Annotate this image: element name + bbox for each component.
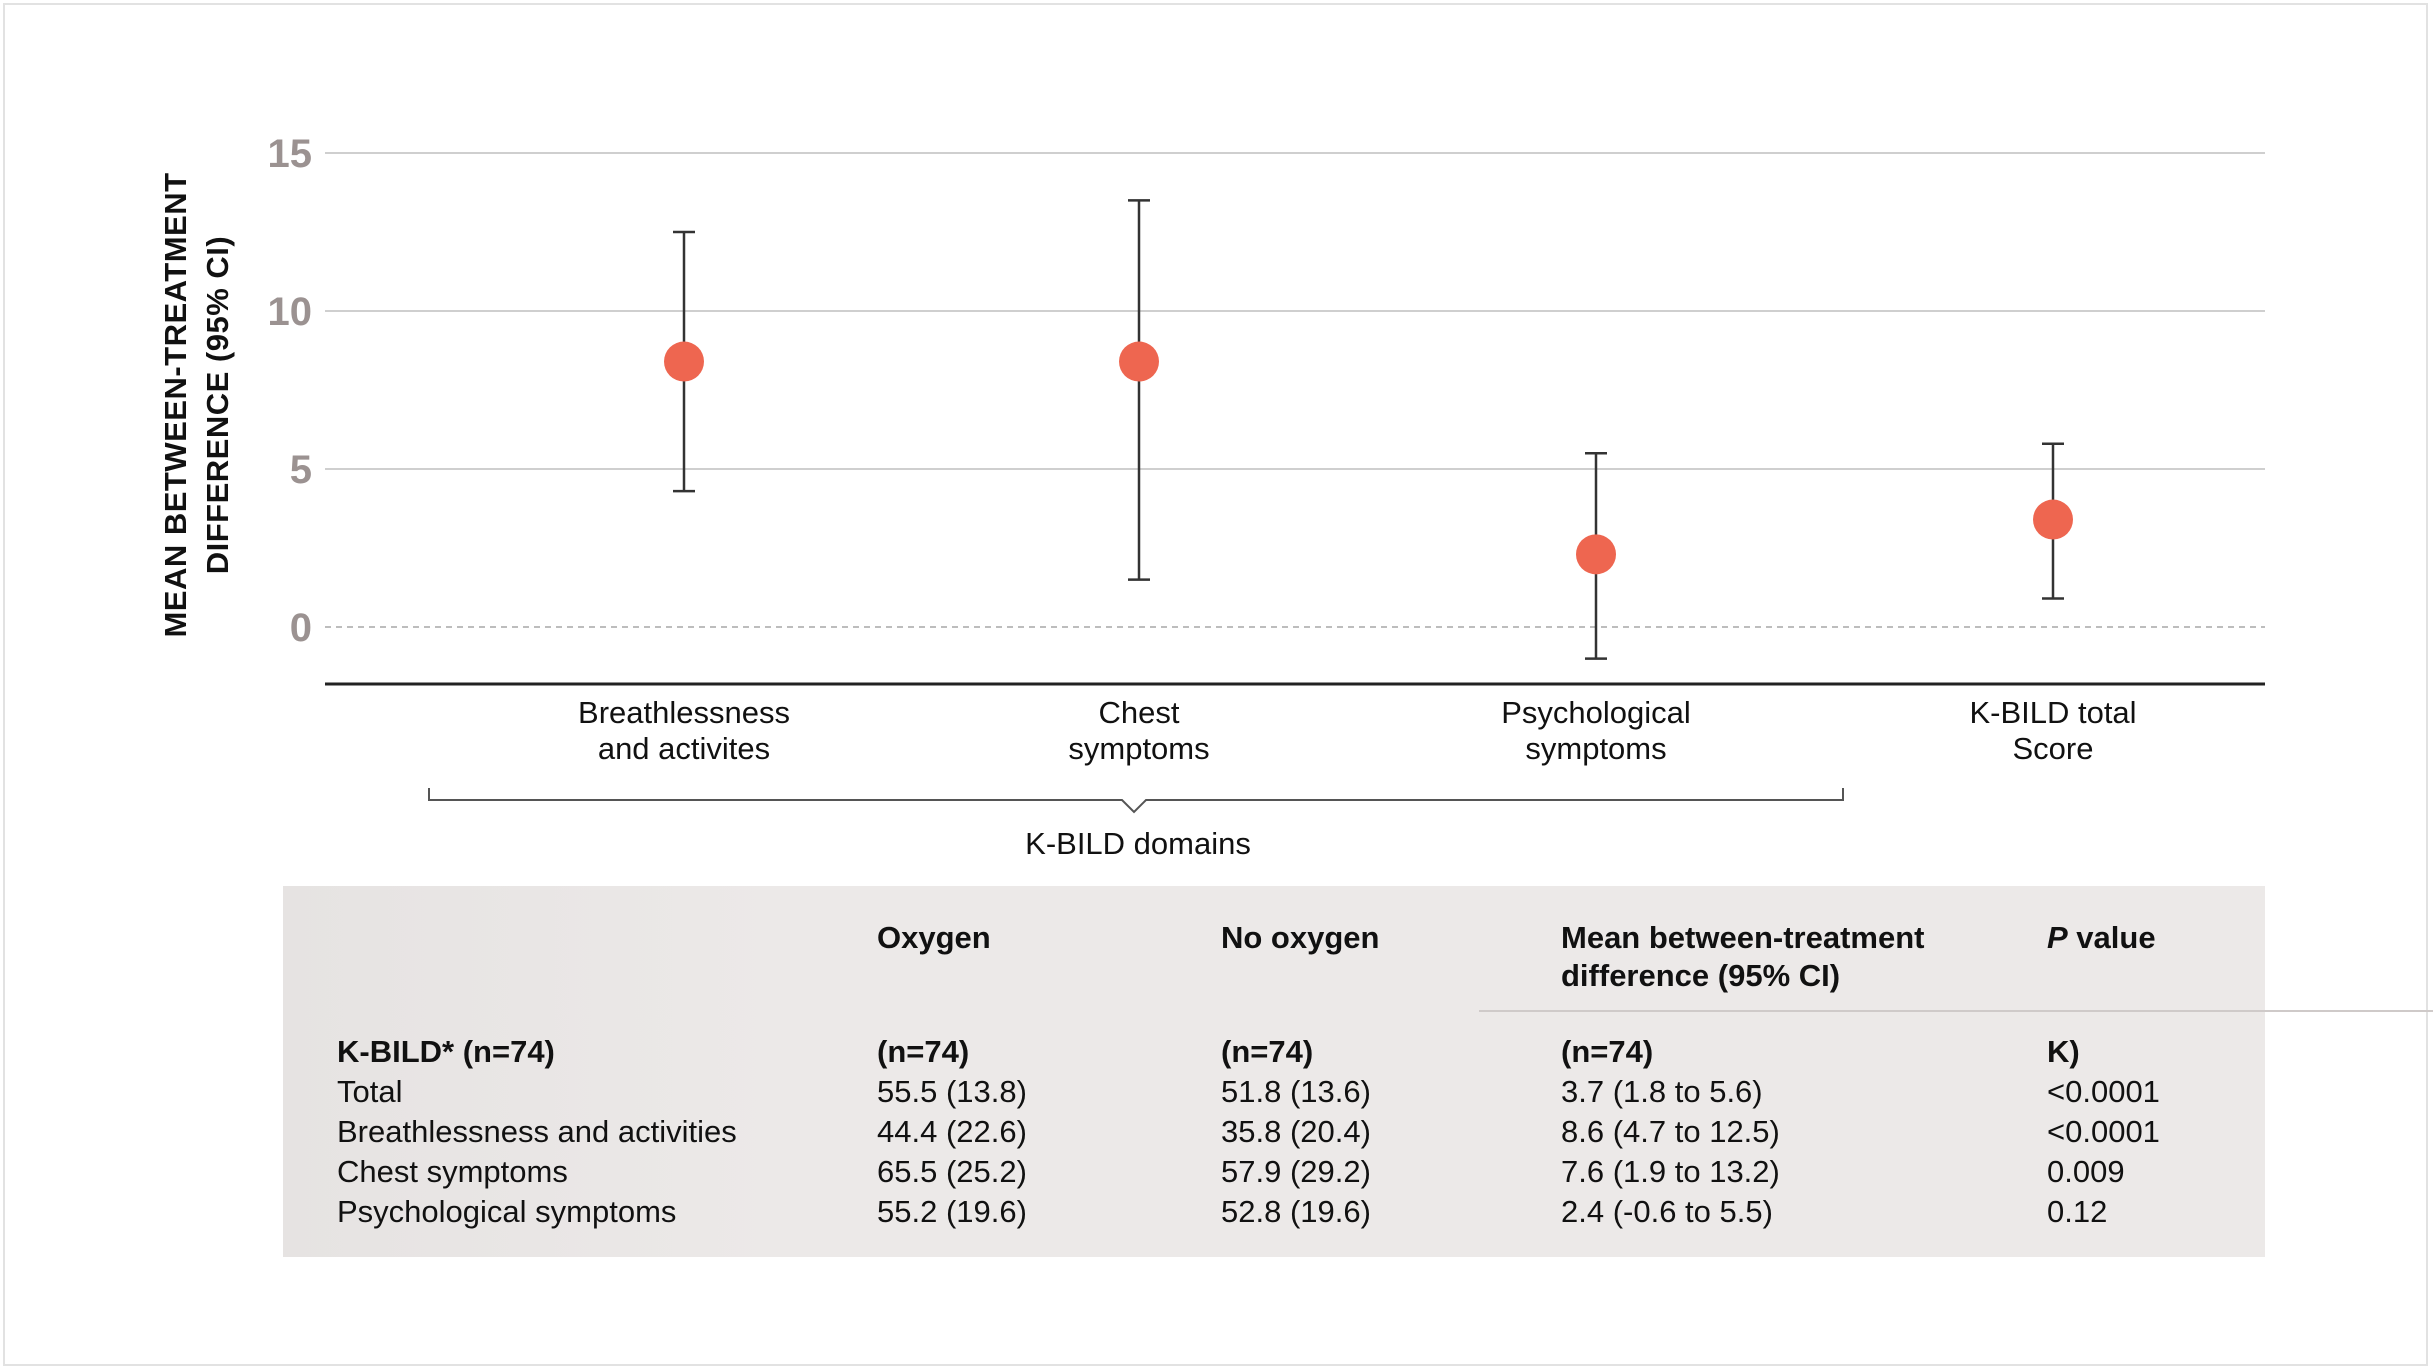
header-mean-diff-line2: difference (95% CI)	[1561, 958, 1841, 993]
category-label-2-line1: Psychological	[1501, 695, 1691, 730]
table-cell-r4-c0: Psychological symptoms	[337, 1194, 677, 1229]
group-brace	[428, 788, 1844, 814]
figure-frame	[3, 3, 2428, 1366]
table-cell-r2-c0: Breathlessness and activities	[337, 1114, 737, 1149]
table-cell-r3-c4: 0.009	[2047, 1154, 2125, 1189]
data-point-1	[1119, 341, 1159, 382]
data-point-3	[2033, 499, 2073, 540]
data-point-0	[664, 341, 704, 382]
table-cell-r4-c2: 52.8 (19.6)	[1221, 1194, 1371, 1229]
category-label-1-line2: symptoms	[1068, 731, 1209, 766]
category-label-0-line2: and activites	[598, 731, 770, 766]
table-cell-r0-c4: K)	[2047, 1034, 2080, 1069]
table-cell-r2-c3: 8.6 (4.7 to 12.5)	[1561, 1114, 1780, 1149]
chart: 0 5 10 15 MEAN BETWEEN-TREATMENT DIFFERENCE (…	[158, 132, 2265, 861]
table-cell-r1-c3: 3.7 (1.8 to 5.6)	[1561, 1074, 1763, 1109]
table-cell-r1-c1: 55.5 (13.8)	[877, 1074, 1027, 1109]
header-p-value: P value	[2047, 918, 2156, 958]
y-tick-label-0: 0	[290, 606, 312, 650]
table-cell-r2-c1: 44.4 (22.6)	[877, 1114, 1027, 1149]
table-cell-r1-c2: 51.8 (13.6)	[1221, 1074, 1371, 1109]
header-p-rest: value	[2067, 920, 2156, 955]
header-mean-diff-line1: Mean between-treatment	[1561, 920, 1925, 955]
category-label-0-line1: Breathlessness	[578, 695, 790, 730]
data-point-2	[1576, 534, 1616, 575]
table-cell-r3-c0: Chest symptoms	[337, 1154, 568, 1189]
category-label-1-line1: Chest	[1099, 695, 1180, 730]
table-cell-r4-c4: 0.12	[2047, 1194, 2108, 1229]
table-cell-r0-c3: (n=74)	[1561, 1034, 1654, 1069]
table-cell-r4-c3: 2.4 (-0.6 to 5.5)	[1561, 1194, 1773, 1229]
category-label-2-line2: symptoms	[1525, 731, 1666, 766]
header-p-italic: P	[2047, 920, 2068, 955]
table-cell-r2-c4: <0.0001	[2047, 1114, 2160, 1149]
table-cell-r1-c4: <0.0001	[2047, 1074, 2160, 1109]
y-tick-label-15: 15	[268, 132, 313, 176]
y-tick-label-5: 5	[290, 448, 312, 492]
group-brace-label: K-BILD domains	[1025, 826, 1251, 861]
table-cell-r4-c1: 55.2 (19.6)	[877, 1194, 1027, 1229]
table-cell-r3-c3: 7.6 (1.9 to 13.2)	[1561, 1154, 1780, 1189]
y-tick-label-10: 10	[268, 290, 313, 334]
y-axis-label-line2: DIFFERENCE (95% CI)	[200, 236, 235, 574]
table-cell-r0-c1: (n=74)	[877, 1034, 970, 1069]
results-table: Oxygen No oxygen Mean between-treatment …	[283, 886, 2433, 1257]
table-cell-r2-c2: 35.8 (20.4)	[1221, 1114, 1371, 1149]
header-oxygen: Oxygen	[877, 920, 991, 955]
table-header-divider	[1479, 1010, 2433, 1012]
table-cell-r0-c2: (n=74)	[1221, 1034, 1314, 1069]
y-axis-label-line1: MEAN BETWEEN-TREATMENT	[158, 172, 193, 637]
table-cell-r0-c0: K-BILD* (n=74)	[337, 1034, 555, 1069]
table-cell-r3-c1: 65.5 (25.2)	[877, 1154, 1027, 1189]
table-cell-r3-c2: 57.9 (29.2)	[1221, 1154, 1371, 1189]
category-label-3-line2: Score	[2013, 731, 2094, 766]
category-label-3-line1: K-BILD total	[1969, 695, 2136, 730]
table-cell-r1-c0: Total	[337, 1074, 403, 1109]
header-no-oxygen: No oxygen	[1221, 920, 1380, 955]
